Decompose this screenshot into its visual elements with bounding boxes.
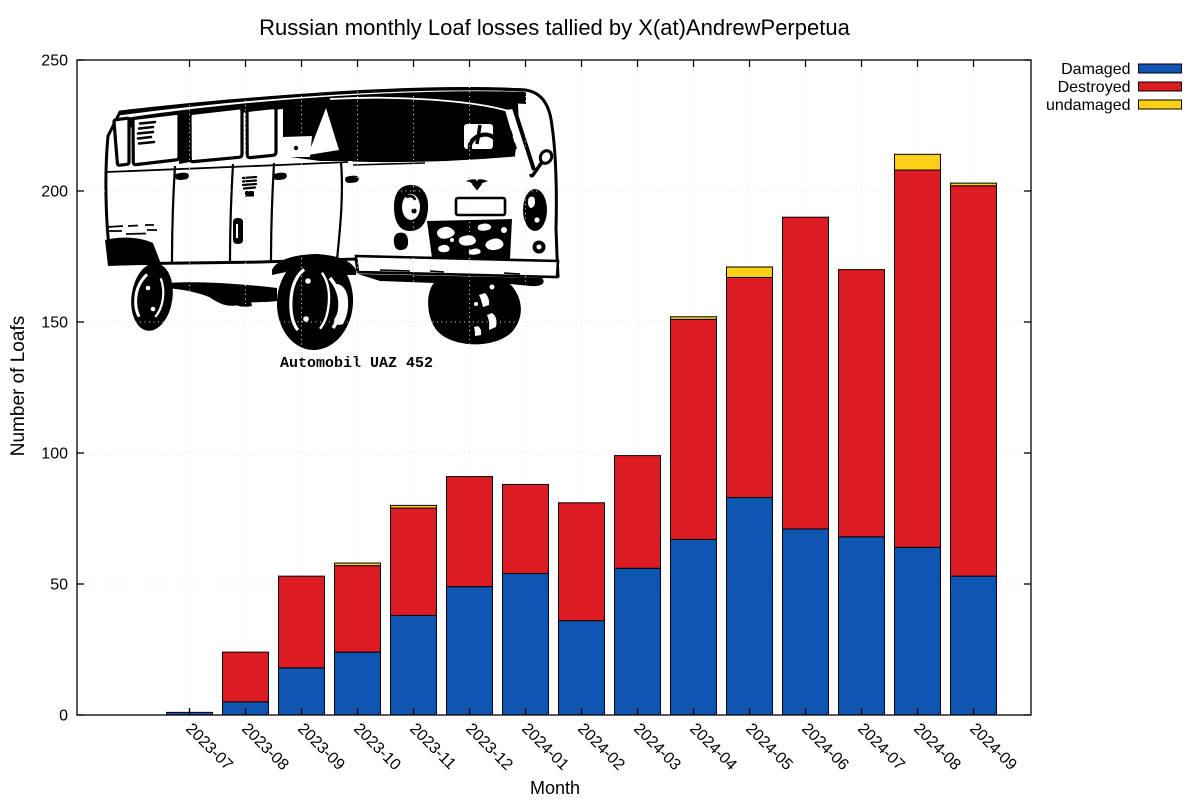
svg-text:100: 100 [41, 446, 68, 463]
svg-text:200: 200 [41, 184, 68, 201]
svg-text:Automobil UAZ 452: Automobil UAZ 452 [280, 355, 433, 372]
svg-text:Destroyed: Destroyed [1058, 79, 1131, 96]
svg-text:Russian monthly Loaf losses ta: Russian monthly Loaf losses tallied by X… [259, 15, 850, 40]
svg-text:150: 150 [41, 315, 68, 332]
svg-text:Damaged: Damaged [1061, 61, 1130, 78]
svg-text:0: 0 [59, 708, 68, 725]
svg-text:undamaged: undamaged [1046, 97, 1131, 114]
svg-text:50: 50 [50, 577, 68, 594]
svg-text:Month: Month [530, 778, 580, 798]
svg-text:Number of Loafs: Number of Loafs [8, 316, 29, 456]
svg-text:250: 250 [41, 53, 68, 70]
